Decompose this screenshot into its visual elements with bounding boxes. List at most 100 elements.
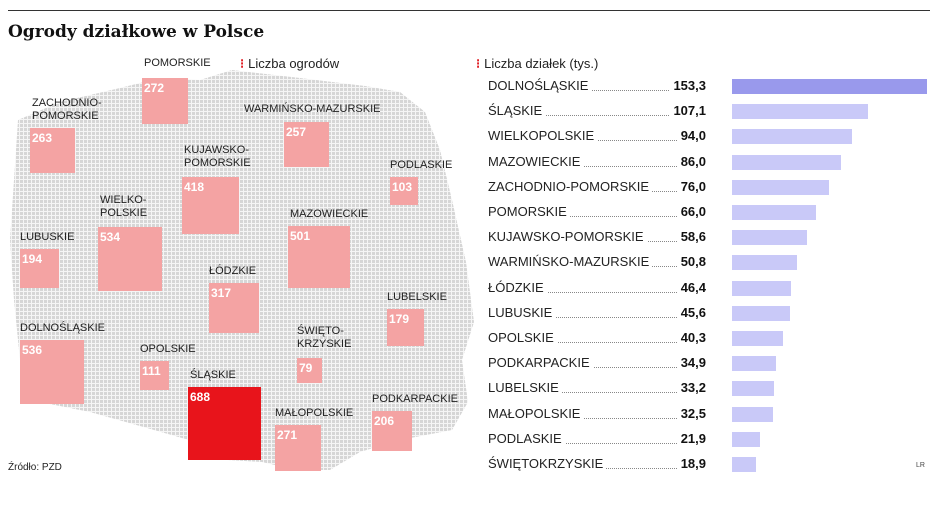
bar-category-label: WARMIŃSKO-MAZURSKIE <box>488 254 653 270</box>
bar-row-dolnoslaskie: DOLNOŚLĄSKIE 153,3 <box>488 76 928 96</box>
map-region-label: ZACHODNIO- <box>32 97 102 109</box>
map-square <box>188 387 261 460</box>
bar-category-label: PODKARPACKIE <box>488 355 593 371</box>
bar-value-label: 32,5 <box>677 405 706 421</box>
map-square <box>284 122 329 167</box>
map-square <box>390 177 418 205</box>
chart-title: Ogrody działkowe w Polsce <box>8 22 265 42</box>
bar-row-podkarpackie: PODKARPACKIE 34,9 <box>488 353 928 373</box>
map-region-label: POMORSKIE <box>184 157 251 169</box>
map-square-value: 418 <box>184 180 204 194</box>
map-square-value: 501 <box>290 229 310 243</box>
map-region-label: ŁÓDZKIE <box>209 264 256 277</box>
map-region-lubelskie: LUBELSKIE 179 <box>387 291 447 346</box>
map-square <box>275 425 321 471</box>
bar-row-warminsko-mazurskie: WARMIŃSKO-MAZURSKIE 50,8 <box>488 252 928 272</box>
map-region-malopolskie: MAŁOPOLSKIE 271 <box>275 407 353 471</box>
map-square <box>372 411 412 451</box>
bar-row-opolskie: OPOLSKIE 40,3 <box>488 328 928 348</box>
bar-category-label: OPOLSKIE <box>488 330 557 345</box>
bar-row-podlaskie: PODLASKIE 21,9 <box>488 429 928 449</box>
map-square-value: 688 <box>190 390 210 404</box>
legend-gardens-label: Liczba ogrodów <box>248 56 340 71</box>
bar <box>732 154 842 170</box>
map-region-opolskie: OPOLSKIE 111 <box>140 343 196 390</box>
map-square-value: 536 <box>22 343 42 357</box>
map-region-label: WIELKO- <box>100 194 147 206</box>
source-note: Źródło: PZD <box>8 462 62 473</box>
bar <box>732 406 774 422</box>
map-region-label: POMORSKIE <box>144 57 211 69</box>
bar <box>732 381 775 397</box>
bar-value-label: 46,4 <box>677 279 706 295</box>
bar-leader-dots <box>488 165 705 167</box>
bar-leader-dots <box>488 216 705 217</box>
bar-value-label: 40,3 <box>677 330 706 345</box>
bar-leader-dots <box>488 90 705 91</box>
bar-value-label: 76,0 <box>677 178 706 194</box>
bar-value-label: 153,3 <box>670 78 706 93</box>
map-region-slaskie: ŚLĄSKIE 688 <box>188 368 261 460</box>
bar-value-label: 86,0 <box>677 153 706 169</box>
bar-leader-dots <box>488 442 705 444</box>
credit-note: LR <box>916 462 925 469</box>
map-square-value: 103 <box>392 180 412 194</box>
map-square-value: 194 <box>22 252 42 266</box>
bar <box>732 280 792 296</box>
map-square <box>142 78 188 124</box>
map-region-podlaskie: PODLASKIE 103 <box>390 159 452 205</box>
map-region-lubuskie: LUBUSKIE 194 <box>20 231 74 288</box>
legend-plots-label: Liczba działek (tys.) <box>484 56 599 71</box>
bar-category-label: ŁÓDZKIE <box>488 279 547 295</box>
map-region-label: LUBUSKIE <box>20 231 74 243</box>
map-square-value: 79 <box>299 361 313 375</box>
bar-category-label: POMORSKIE <box>488 204 570 219</box>
map-square-value: 271 <box>277 428 297 442</box>
map-region-label: ŚLĄSKIE <box>190 368 236 381</box>
map-square-value: 179 <box>389 312 409 326</box>
map-square <box>288 226 350 288</box>
bar-category-label: DOLNOŚLĄSKIE <box>488 78 592 93</box>
map-square <box>30 128 75 173</box>
bar-category-label: LUBUSKIE <box>488 304 556 320</box>
bar-category-label: MAZOWIECKIE <box>488 153 584 169</box>
top-rule <box>8 10 930 11</box>
bar <box>732 179 829 195</box>
bar <box>732 230 807 246</box>
map-region-zachodnio-pomorskie: ZACHODNIO-POMORSKIE 263 <box>30 97 102 173</box>
map-region-label: OPOLSKIE <box>140 343 196 355</box>
bar-category-label: ŚWIĘTOKRZYSKIE <box>488 456 607 471</box>
map-region-label: KRZYSKIE <box>297 338 351 350</box>
bar <box>732 431 760 447</box>
bar-row-wielkopolskie: WIELKOPOLSKIE 94,0 <box>488 126 928 146</box>
map-square-value: 272 <box>144 81 164 95</box>
map-region-swietokrzyskie: ŚWIĘTO-KRZYSKIE 79 <box>297 324 351 383</box>
bar-category-label: PODLASKIE <box>488 430 565 446</box>
bar-leader-dots <box>488 115 705 117</box>
bar-value-label: 34,9 <box>677 355 706 371</box>
map-square-value: 534 <box>100 230 120 244</box>
bar-row-malopolskie: MAŁOPOLSKIE 32,5 <box>488 404 928 424</box>
bar-row-lubelskie: LUBELSKIE 33,2 <box>488 378 928 398</box>
bar-leader-dots <box>488 291 705 293</box>
bar-row-swietokrzyskie: ŚWIĘTOKRZYSKIE 18,9 <box>488 454 928 474</box>
map-square <box>209 283 259 333</box>
bar-value-label: 21,9 <box>677 430 706 446</box>
map-region-dolnoslaskie: DOLNOŚLĄSKIE 536 <box>20 321 105 404</box>
bar <box>732 331 784 346</box>
bar-row-lodzkie: ŁÓDZKIE 46,4 <box>488 278 928 298</box>
map-region-podkarpackie: PODKARPACKIE 206 <box>372 393 458 451</box>
map-region-label: DOLNOŚLĄSKIE <box>20 321 105 334</box>
map-region-label: POLSKIE <box>100 207 147 219</box>
bar-value-label: 66,0 <box>677 204 706 219</box>
map-region-warminsko-mazurskie: WARMIŃSKO-MAZURSKIE 257 <box>244 102 381 167</box>
map-region-label: ŚWIĘTO- <box>297 324 344 337</box>
bar-value-label: 45,6 <box>677 304 706 320</box>
map-region-label: MAZOWIECKIE <box>290 208 368 220</box>
bar-category-label: KUJAWSKO-POMORSKIE <box>488 229 647 245</box>
bar-row-pomorskie: POMORSKIE 66,0 <box>488 202 928 222</box>
bar <box>732 305 790 321</box>
map-square-value: 257 <box>286 125 306 139</box>
bar <box>732 356 777 372</box>
